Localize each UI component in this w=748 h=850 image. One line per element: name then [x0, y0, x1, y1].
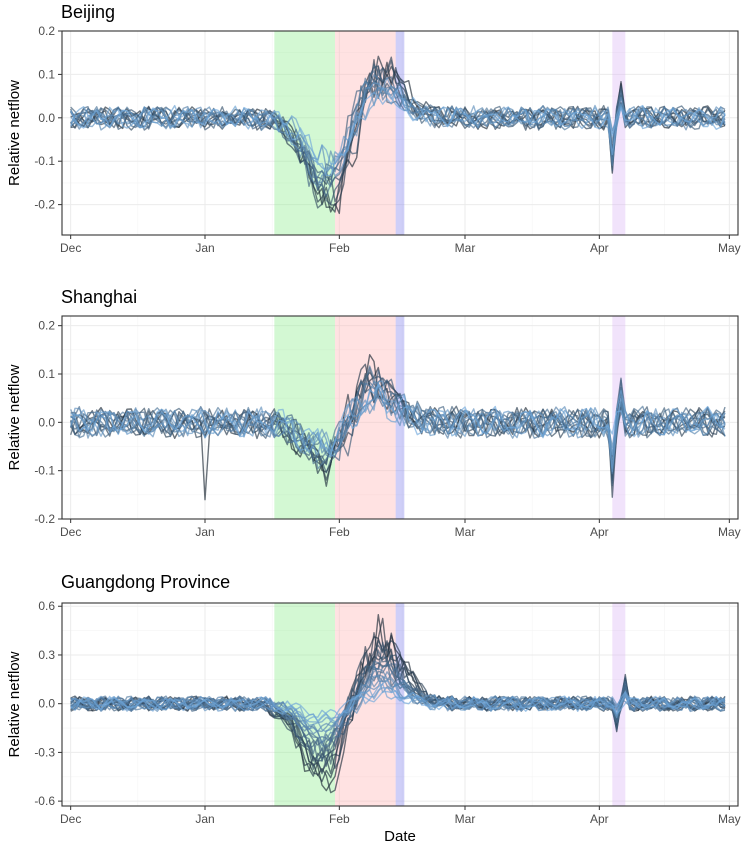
series-line: [70, 389, 726, 469]
y-tick-label: 0.3: [38, 648, 55, 662]
series-line: [70, 86, 726, 177]
y-tick-label: 0.0: [38, 415, 55, 429]
x-axis-title: Date: [384, 828, 416, 845]
x-tick-label: Jan: [195, 525, 214, 539]
y-axis-title: Relative netflow: [6, 651, 23, 757]
x-tick-label: Jan: [195, 812, 214, 826]
x-tick-label: Feb: [329, 241, 350, 255]
x-tick-label: Apr: [590, 241, 609, 255]
x-tick-label: Feb: [329, 525, 350, 539]
y-tick-label: -0.6: [34, 794, 55, 808]
shaded-period-1: [274, 316, 335, 519]
x-tick-label: Feb: [329, 812, 350, 826]
y-axis: -0.2 -0.1 0.0 0.1 0.2: [34, 24, 62, 212]
y-axis: -0.2 -0.1 0.0 0.1 0.2: [34, 319, 62, 526]
x-axis: Dec Jan Feb Mar Apr May: [60, 519, 741, 539]
chart-panel-3: Dec Jan Feb Mar Apr May -0.6 -0.3 0.0 0.3 0.6 Guang…: [6, 572, 741, 845]
y-tick-label: 0.0: [38, 111, 55, 125]
y-tick-label: 0.6: [38, 599, 55, 613]
x-tick-label: Dec: [60, 812, 81, 826]
series-line: [70, 690, 726, 722]
x-axis: Dec Jan Feb Mar Apr May: [60, 235, 741, 255]
chart-panel-1: Dec Jan Feb Mar Apr May -0.2 -0.1 0.0 0.1 0.2 Beiji…: [6, 2, 741, 255]
y-tick-label: 0.2: [38, 24, 55, 38]
shaded-period-3: [395, 31, 405, 235]
chart-panel-2: Dec Jan Feb Mar Apr May -0.2 -0.1 0.0 0.1 0.2 Shang…: [6, 287, 741, 539]
x-tick-label: May: [718, 525, 741, 539]
major-gridlines: [62, 30, 738, 235]
y-tick-label: -0.1: [34, 464, 55, 478]
x-tick-label: Mar: [455, 241, 476, 255]
y-tick-label: -0.1: [34, 154, 55, 168]
plot-frame: [61, 602, 739, 807]
series-line: [70, 683, 726, 725]
x-tick-label: Apr: [590, 525, 609, 539]
y-axis-title: Relative netflow: [6, 364, 23, 470]
series-line: [70, 383, 726, 456]
y-tick-label: -0.2: [34, 512, 55, 526]
shaded-periods: [274, 603, 626, 806]
series-line: [70, 675, 726, 733]
y-tick-label: -0.3: [34, 745, 55, 759]
plot-frame: [61, 315, 739, 520]
series-line: [70, 675, 726, 733]
series-lines: [70, 614, 726, 794]
panel-title: Beijing: [61, 2, 115, 22]
y-tick-label: 0.1: [38, 67, 55, 81]
series-line: [70, 87, 726, 165]
series-lines: [70, 55, 726, 215]
shaded-period-3: [395, 603, 405, 806]
x-tick-label: Apr: [590, 812, 609, 826]
y-tick-label: 0.1: [38, 367, 55, 381]
minor-gridlines: [62, 31, 738, 235]
shaded-period-4: [612, 31, 626, 235]
series-lines: [70, 354, 726, 501]
x-tick-label: Mar: [455, 525, 476, 539]
y-tick-label: -0.2: [34, 198, 55, 212]
x-tick-label: Dec: [60, 525, 81, 539]
x-tick-label: May: [718, 812, 741, 826]
y-axis-title: Relative netflow: [6, 80, 23, 186]
y-axis: -0.6 -0.3 0.0 0.3 0.6: [34, 599, 62, 808]
y-tick-label: 0.2: [38, 319, 55, 333]
panel-title: Shanghai: [61, 287, 137, 307]
x-tick-label: May: [718, 241, 741, 255]
x-tick-label: Jan: [195, 241, 214, 255]
shaded-period-2: [335, 31, 396, 235]
plot-frame: [61, 30, 739, 236]
x-axis: Dec Jan Feb Mar Apr May: [60, 806, 741, 826]
x-tick-label: Mar: [455, 812, 476, 826]
panel-title: Guangdong Province: [61, 572, 230, 592]
x-tick-label: Dec: [60, 241, 81, 255]
y-tick-label: 0.0: [38, 697, 55, 711]
